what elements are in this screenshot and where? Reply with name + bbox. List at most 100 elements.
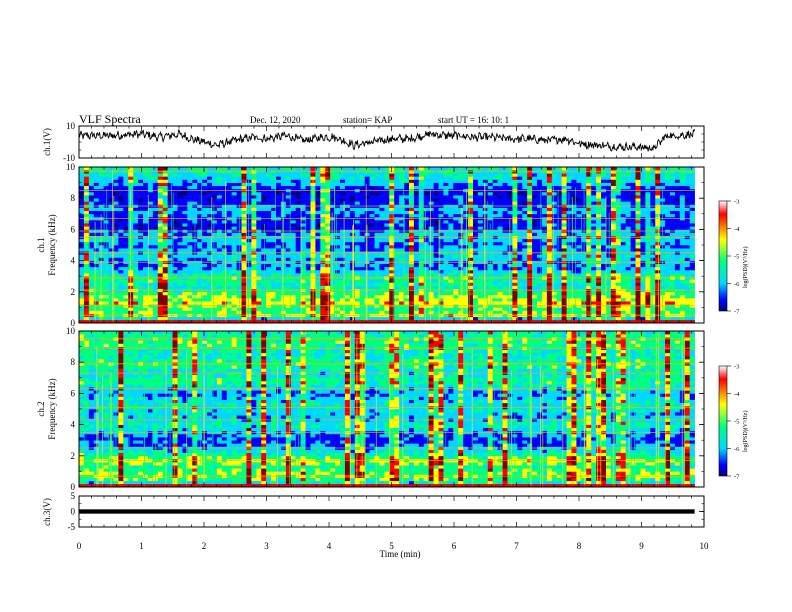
ch1-spec-cell	[571, 285, 577, 289]
ch1-spec-cell	[152, 269, 159, 274]
ch1-spec-cell	[369, 213, 375, 218]
ch1-spec-cell	[512, 269, 518, 274]
ch1-spec-cell	[453, 263, 459, 268]
ch1-spec-cell	[256, 210, 262, 215]
ch1-spec-cell	[532, 226, 538, 230]
ch1-spec-cell	[610, 291, 617, 296]
ch1-spec-cell	[399, 248, 405, 252]
ch1-spec-cell	[369, 307, 375, 311]
ch1-spec-cell	[492, 285, 498, 289]
ch1-spec-cell	[620, 245, 626, 249]
ch1-spec-cell	[418, 213, 425, 218]
ch1-spec-cell	[615, 207, 622, 211]
ch1-spec-cell	[561, 269, 567, 274]
ch1-spec-cell	[522, 294, 528, 299]
ch1-spec-cell	[541, 282, 548, 286]
ch1-spec-cell	[630, 285, 636, 289]
ch1-spec-cell	[625, 248, 631, 252]
ch1-spec-cell	[241, 291, 247, 296]
ch1-spec-cell	[423, 294, 429, 299]
ch1-spec-cell	[522, 245, 528, 249]
ch1-spec-cell	[541, 285, 548, 289]
ch1-spec-cell	[645, 316, 651, 321]
ch1-spec-cell	[152, 298, 159, 302]
ch1-spec-cell	[246, 248, 252, 252]
ch1-spec-cell	[305, 269, 311, 274]
ch1-spec-cell	[448, 279, 454, 283]
ch1-spec-cell	[482, 307, 489, 311]
ch1-spec-cell	[315, 291, 321, 296]
ch1-spec-cell	[147, 254, 154, 258]
ch1-spec-cell	[576, 307, 582, 311]
ch1-spec-cell	[211, 207, 218, 211]
ch1-spec-cell	[216, 245, 223, 249]
ch1-spec-cell	[241, 207, 247, 211]
ch1-spec-cell	[463, 220, 469, 224]
ch1-spec-cell	[576, 263, 582, 268]
ch1-spec-cell	[231, 201, 237, 205]
ch1-spec-cell	[177, 245, 183, 249]
ch1-spec-cell	[468, 316, 474, 321]
ch1-spec-cell	[433, 269, 439, 274]
ch1-spec-cell	[251, 310, 257, 314]
ch1-spec-cell	[537, 279, 543, 283]
ch1-spec-cell	[394, 285, 400, 289]
ch1-spec-cell	[655, 254, 661, 258]
ch1-spec-cell	[684, 220, 690, 224]
ch1-spec-cell	[517, 285, 523, 289]
ch1-spec-cell	[93, 232, 99, 236]
ch1-spec-cell	[561, 316, 567, 321]
ch1-spec-cell	[379, 201, 385, 205]
ch1-spec-cell	[684, 245, 690, 249]
ch1-spec-cell	[276, 248, 282, 252]
ch1-spec-cell	[374, 248, 380, 252]
ch1-spec-cell	[640, 298, 646, 302]
ch1-spec-cell	[79, 248, 85, 252]
ch1-spec-cell	[645, 285, 651, 289]
ch1-spec-cell	[88, 266, 95, 271]
ch1-spec-cell	[133, 223, 139, 227]
ch1-spec-cell	[556, 266, 562, 271]
ch1-spec-cell	[655, 266, 661, 271]
ch1-spec-cell	[197, 241, 203, 246]
ch1-spec-cell	[591, 307, 597, 311]
ch1-spec-cell	[394, 226, 400, 230]
ch1-spec-cell	[300, 232, 306, 236]
ch1-spec-cell	[192, 207, 198, 211]
ch1-spec-cell	[502, 294, 508, 299]
ch1-spec-cell	[340, 269, 346, 274]
ch1-spec-cell	[271, 316, 277, 321]
ch1-spec-cell	[300, 248, 306, 252]
ch1-spec-cell	[389, 213, 395, 218]
ch1-spec-cell	[354, 282, 361, 286]
ch1-spec-cell	[684, 207, 690, 211]
ch1-spec-cell	[492, 291, 498, 296]
ch1-spec-cell	[83, 269, 90, 274]
ch1-spec-cell	[655, 238, 661, 243]
ch1-spec-cell	[251, 241, 257, 246]
ch1-spec-cell	[187, 245, 193, 249]
ch1-spec-cell	[295, 226, 301, 230]
ch1-spec-cell	[344, 245, 351, 249]
ch1-spec-cell	[640, 245, 646, 249]
ch1-spec-cell	[261, 232, 267, 236]
ch1-spec-cell	[369, 279, 375, 283]
ch1-spec-cell	[492, 273, 498, 277]
ch1-spec-cell	[177, 294, 183, 299]
ch1-spec-cell	[300, 291, 306, 296]
ch1-spec-cell	[359, 310, 365, 314]
ch1-spec-cell	[576, 294, 582, 299]
ch1-spec-cell	[418, 285, 425, 289]
ch1-spec-cell	[285, 294, 292, 299]
ch1-spec-cell	[601, 257, 607, 261]
ch1-spec-cell	[266, 285, 272, 289]
ch1-spec-cell	[512, 301, 518, 305]
ch1-spec-cell	[453, 310, 459, 314]
ch1-spec-cell	[586, 248, 592, 252]
ch1-spec-cell	[88, 220, 95, 224]
ch1-spec-cell	[645, 310, 651, 314]
ch1-spec-cell	[335, 279, 341, 283]
ch1-spec-cell	[551, 226, 558, 230]
ch1-spec-cell	[655, 310, 661, 314]
ch1-spec-cell	[369, 210, 375, 215]
